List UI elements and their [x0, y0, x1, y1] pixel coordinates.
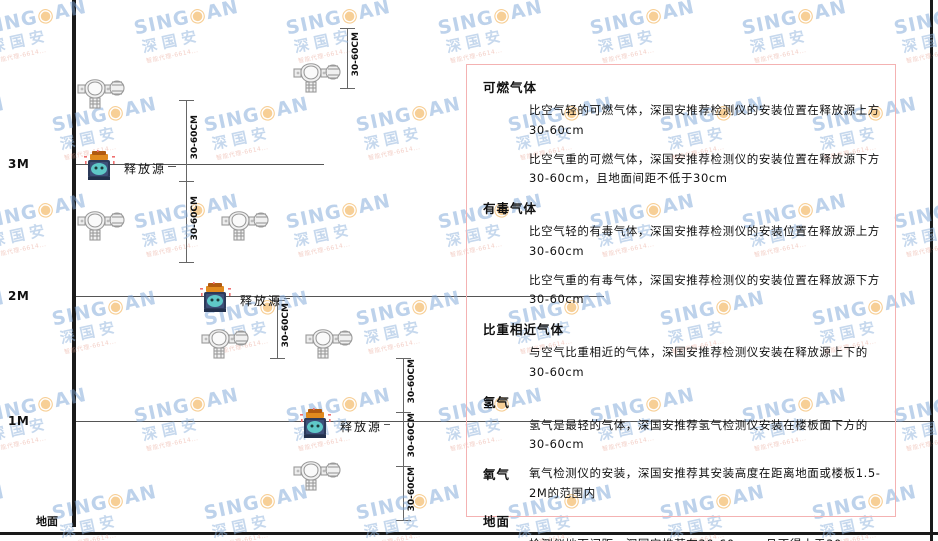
section-heading: 有毒气体	[483, 201, 538, 217]
source-connector-line	[384, 424, 390, 425]
dimension-line	[403, 358, 404, 520]
section-paragraph: 比空气轻的有毒气体，深国安推荐检测仪的安装位置在释放源上方30-60cm	[529, 224, 880, 258]
section-heading: 地面	[483, 513, 511, 529]
level-label-2m: 2M	[8, 289, 30, 303]
section-paragraph: 检测仪地面间距，深国安推荐在30-60cm，且不得小于30cm，因为过低容易水浸…	[529, 535, 881, 541]
section-paragraph: 氧气检测仪的安装，深国安推荐其安装高度在距离地面或楼板1.5-2M的范围内	[529, 466, 881, 500]
section-paragraph: 与空气比重相近的气体，深国安推荐检测仪安装在释放源上下的30-60cm	[529, 345, 868, 379]
watermark: SING◉AN深国安智能代理-6614...	[0, 92, 7, 122]
dimension-tick	[396, 520, 411, 521]
dimension-line	[347, 28, 348, 88]
dimension-tick	[179, 181, 194, 182]
dimension-tick	[179, 262, 194, 263]
guideline-section-hydrogen: 氢气氢气是最轻的气体，深国安推荐氢气检测仪安装在楼板面下方的30-60cm	[483, 392, 881, 456]
gas-detector-icon	[72, 68, 128, 116]
dimension-label: 30-60CM	[190, 195, 200, 240]
ground-label: 地面	[36, 515, 58, 528]
guideline-section-similar-density-gas: 比重相近气体与空气比重相近的气体，深国安推荐检测仪安装在释放源上下的30-60c…	[483, 319, 881, 383]
dimension-label: 30-60CM	[351, 32, 361, 77]
gas-detector-icon	[196, 318, 252, 366]
release-source-icon	[196, 282, 236, 320]
section-paragraph: 比空气重的可燃气体，深国安推荐检测仪的安装位置在释放源下方30-60cm，且地面…	[529, 151, 880, 186]
dimension-tick	[340, 88, 355, 89]
section-paragraph: 比空气重的有毒气体，深国安推荐检测仪的安装位置在释放源下方30-60cm	[529, 272, 880, 307]
dimension-label: 30-60CM	[407, 359, 417, 404]
release-source-icon	[80, 150, 120, 188]
guideline-section-oxygen: 氧气 氧气检测仪的安装，深国安推荐其安装高度在距离地面或楼板1.5-2M的范围内	[483, 464, 881, 504]
guideline-section-flammable-gas: 可燃气体比空气轻的可燃气体，深国安推荐检测仪的安装位置在释放源上方30-60cm…	[483, 77, 881, 189]
gas-detector-icon	[288, 450, 344, 498]
release-source-label: 释放源	[240, 294, 283, 308]
level-label-3m: 3M	[8, 157, 30, 171]
dimension-line	[277, 300, 278, 358]
release-source-icon	[296, 408, 336, 446]
dimension-tick	[340, 28, 355, 29]
dimension-tick	[270, 300, 285, 301]
guideline-section-toxic-gas: 有毒气体比空气轻的有毒气体，深国安推荐检测仪的安装位置在释放源上方30-60cm…	[483, 198, 881, 310]
guideline-section-ground: 地面检测仪地面间距，深国安推荐在30-60cm，且不得小于30cm，因为过低容易…	[483, 511, 881, 541]
ground-baseline	[0, 532, 938, 535]
gas-detector-icon	[216, 200, 272, 248]
release-source-label: 释放源	[340, 420, 383, 434]
level-line-1m	[74, 421, 934, 422]
release-source-label: 释放源	[124, 162, 167, 176]
vertical-axis	[72, 0, 76, 527]
section-heading: 氢气	[483, 394, 511, 410]
section-heading: 氧气	[483, 467, 511, 483]
dimension-label: 30-60CM	[190, 114, 200, 159]
frame-right-border	[930, 0, 933, 541]
dimension-tick	[270, 358, 285, 359]
source-connector-line	[168, 166, 176, 167]
gas-detector-icon	[300, 318, 356, 366]
section-paragraph: 比空气轻的可燃气体，深国安推荐检测仪的安装位置在释放源上方30-60cm	[529, 103, 880, 137]
guidelines-panel: 可燃气体比空气轻的可燃气体，深国安推荐检测仪的安装位置在释放源上方30-60cm…	[466, 64, 896, 541]
section-heading: 可燃气体	[483, 80, 538, 95]
dimension-tick	[396, 358, 411, 359]
dimension-label: 30-60CM	[407, 467, 417, 512]
gas-detector-icon	[72, 200, 128, 248]
dimension-tick	[396, 466, 411, 467]
level-line-2m	[74, 296, 604, 297]
section-paragraph: 氢气是最轻的气体，深国安推荐氢气检测仪安装在楼板面下方的30-60cm	[529, 417, 868, 452]
level-line-3m	[74, 164, 324, 165]
level-label-1m: 1M	[8, 414, 30, 428]
source-connector-line	[284, 298, 290, 299]
gas-detector-icon	[288, 52, 344, 100]
dimension-tick	[396, 412, 411, 413]
dimension-label: 30-60CM	[407, 413, 417, 458]
section-heading: 比重相近气体	[483, 322, 565, 338]
dimension-label: 30-60CM	[281, 303, 291, 348]
dimension-tick	[179, 100, 194, 101]
